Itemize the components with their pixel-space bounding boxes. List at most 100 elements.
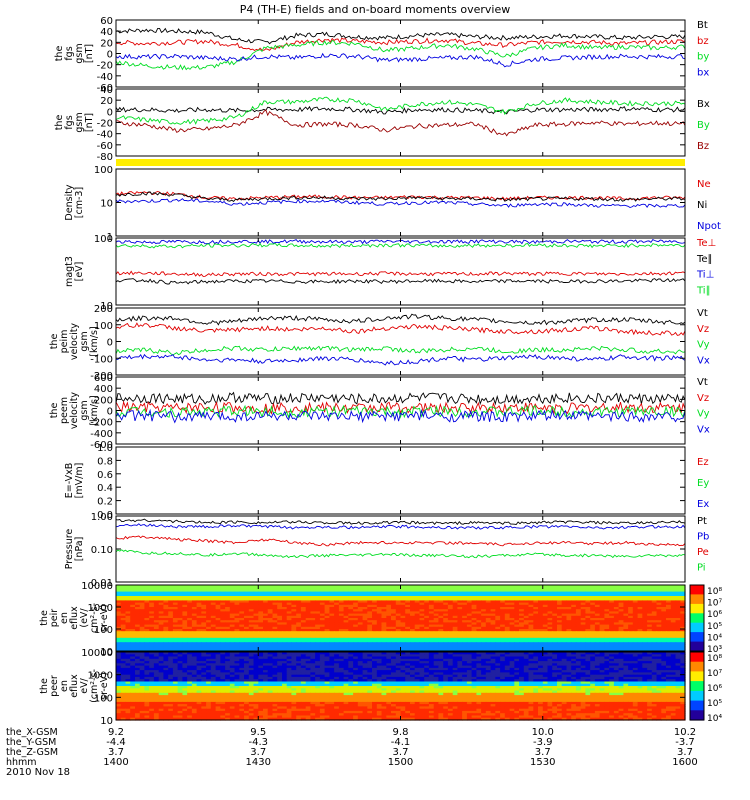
spectrogram-cell — [561, 635, 567, 639]
panel-frame — [115, 446, 686, 515]
spectrogram-cell — [153, 609, 160, 612]
spectrogram-cell — [485, 640, 492, 643]
spectrogram-cell — [286, 587, 292, 590]
spectrogram-cell — [319, 609, 326, 612]
spectrogram-cell — [490, 607, 496, 610]
spectrogram-cell — [613, 663, 620, 667]
spectrogram-cell — [471, 640, 477, 643]
spectrogram-cell — [201, 654, 207, 658]
spectrogram-cell — [547, 644, 553, 648]
spectrogram-cell — [172, 624, 179, 628]
colorbar-segment — [690, 622, 704, 633]
spectrogram-cell — [348, 663, 354, 667]
spectrogram-cell — [130, 611, 136, 615]
spectrogram-cell — [376, 624, 383, 628]
spectrogram-cell — [433, 626, 439, 630]
spectrogram-cell — [443, 613, 449, 617]
spectrogram-cell — [305, 593, 311, 597]
spectrogram-cell — [329, 611, 335, 615]
spectrogram-cell — [552, 602, 558, 606]
spectrogram-cell — [144, 629, 150, 632]
y-label-line: the — [49, 334, 60, 350]
spectrogram-cell — [642, 644, 648, 648]
spectrogram-cell — [120, 587, 126, 590]
spectrogram-cell — [305, 670, 311, 673]
spectrogram-cell — [144, 663, 150, 667]
spectrogram-cell — [618, 615, 624, 619]
spectrogram-cell — [609, 658, 615, 662]
spectrogram-cell — [438, 661, 444, 664]
spectrogram-cell — [590, 613, 596, 617]
spectrogram-cell — [571, 663, 577, 667]
spectrogram-cell — [651, 615, 658, 619]
spectrogram-cell — [135, 656, 141, 660]
spectrogram-cell — [376, 618, 383, 621]
y-label-line: gsm — [79, 331, 90, 351]
spectrogram-cell — [481, 652, 487, 655]
spectrogram-cell — [632, 626, 639, 630]
spectrogram-cell — [220, 604, 226, 608]
spectrogram-cell — [343, 633, 349, 637]
spectrogram-cell — [305, 585, 311, 588]
spectrogram-cell — [433, 609, 439, 612]
spectrogram-cell — [523, 618, 530, 621]
spectrogram-cell — [229, 633, 236, 637]
spectrogram-cell — [651, 652, 658, 655]
spectrogram-cell — [495, 600, 501, 604]
spectrogram-cell — [414, 618, 420, 621]
spectrogram-cell — [329, 618, 335, 621]
spectrogram-cell — [509, 661, 515, 664]
spectrogram-cell — [210, 656, 217, 660]
spectrogram-cell — [538, 635, 544, 639]
spectrogram-cell — [490, 624, 496, 628]
spectrogram-cell — [206, 593, 212, 597]
spectrogram-cell — [324, 598, 330, 601]
spectrogram-cell — [400, 652, 406, 655]
spectrogram-cell — [163, 648, 169, 652]
spectrogram-cell — [675, 663, 681, 667]
spectrogram-cell — [229, 600, 236, 604]
spectrogram-cell — [523, 604, 530, 608]
spectrogram-cell — [580, 624, 586, 628]
spectrogram-cell — [300, 629, 307, 632]
spectrogram-cell — [324, 596, 330, 599]
spectrogram-cell — [248, 611, 255, 615]
spectrogram-cell — [428, 635, 435, 639]
y-tick-label: 200 — [94, 395, 113, 406]
spectrogram-cell — [315, 613, 321, 617]
spectrogram-cell — [172, 600, 179, 604]
spectrogram-cell — [381, 635, 387, 639]
spectrogram-cell — [661, 665, 667, 669]
spectrogram-cell — [187, 624, 193, 628]
spectrogram-cell — [315, 585, 321, 588]
y-tick-label: -40 — [97, 72, 113, 83]
spectrogram-cell — [239, 648, 245, 652]
spectrogram-cell — [120, 654, 126, 658]
spectrogram-cell — [557, 652, 563, 655]
y-label-line: velocity — [69, 392, 80, 430]
spectrogram-cell — [675, 635, 681, 639]
spectrogram-cell — [509, 618, 515, 621]
spectrogram-cell — [334, 663, 340, 667]
spectrogram-cell — [386, 642, 392, 645]
spectrogram-cell — [381, 607, 387, 610]
spectrogram-cell — [637, 656, 643, 660]
spectrogram-cell — [410, 615, 416, 619]
spectrogram-cell — [386, 640, 392, 643]
spectrogram-cell — [172, 585, 179, 588]
spectrogram-cell — [670, 642, 677, 645]
spectrogram-cell — [424, 622, 430, 626]
spectrogram-cell — [590, 629, 596, 632]
y-tick-label: 1.0 — [97, 443, 113, 454]
spectrogram-cell — [514, 642, 520, 645]
spectrogram-cell — [291, 593, 297, 597]
spectrogram-cell — [395, 596, 402, 599]
spectrogram-cell — [628, 658, 634, 662]
spectrogram-cell — [424, 593, 430, 597]
series-line-npot — [115, 198, 686, 209]
spectrogram-cell — [466, 637, 473, 641]
spectrogram-cell — [528, 658, 534, 662]
spectrogram-cell — [613, 667, 620, 671]
spectrogram-cell — [144, 618, 150, 621]
spectrogram-cell — [163, 640, 169, 643]
